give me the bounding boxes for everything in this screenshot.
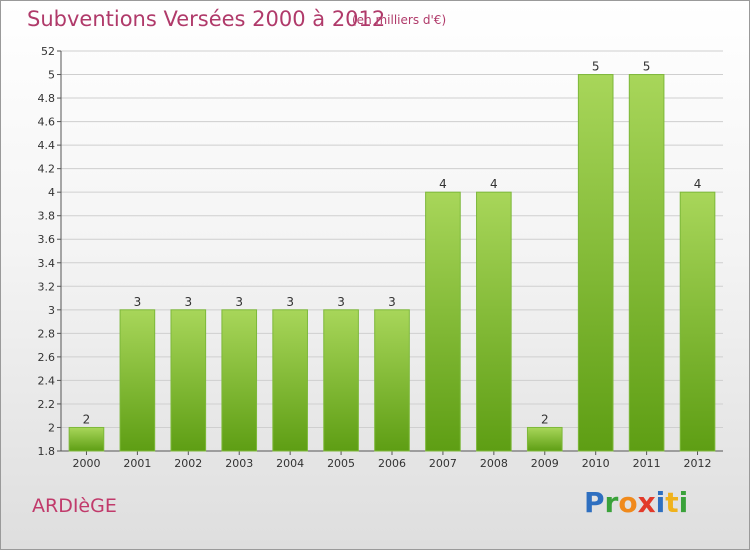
data-label: 5 — [592, 60, 600, 74]
y-tick-label: 3.4 — [38, 257, 56, 270]
y-tick-label: 2.4 — [38, 374, 56, 387]
x-tick-label: 2010 — [582, 457, 610, 470]
y-tick-label: 3.6 — [38, 233, 56, 246]
y-tick-label: 5 — [48, 69, 55, 82]
chart-title: Subventions Versées 2000 à 2012 — [27, 7, 386, 31]
y-tick-label: 3 — [48, 304, 55, 317]
y-tick-label: 3.8 — [38, 210, 56, 223]
bar — [577, 74, 614, 452]
data-label: 4 — [694, 177, 702, 191]
bars — [68, 74, 716, 452]
x-tick-label: 2002 — [174, 457, 202, 470]
y-tick-label: 52 — [41, 45, 55, 58]
bar — [170, 309, 207, 452]
x-tick-label: 2008 — [480, 457, 508, 470]
y-tick-label: 2 — [48, 421, 55, 434]
x-tick-label: 2012 — [684, 457, 712, 470]
y-tick-label: 2.8 — [38, 327, 56, 340]
y-tick-label: 3.2 — [38, 280, 56, 293]
logo-letter: r — [604, 486, 619, 519]
data-label: 3 — [286, 295, 294, 309]
bar — [628, 74, 665, 452]
data-label: 3 — [388, 295, 396, 309]
data-label: 4 — [439, 177, 447, 191]
commune-name: ARDIèGE — [32, 495, 117, 517]
x-tick-label: 2006 — [378, 457, 406, 470]
logo-letter: i — [655, 486, 666, 519]
x-tick-label: 2011 — [633, 457, 661, 470]
bar — [425, 191, 461, 452]
y-tick-label: 4 — [48, 186, 55, 199]
data-label: 3 — [235, 295, 243, 309]
tick-labels: 1.8 2 2.2 2.4 2.6 2.8 3 3.2 3.4 3.6 3.8 4 4.2 4.4 4.6 4… — [38, 45, 712, 470]
data-label: 5 — [643, 60, 651, 74]
bar — [119, 309, 156, 452]
bar — [679, 191, 716, 452]
x-tick-label: 2004 — [276, 457, 304, 470]
logo-letter: x — [637, 486, 656, 519]
unit-note: (en milliers d'€) — [352, 13, 447, 27]
bar — [476, 191, 512, 452]
y-tick-label: 4.6 — [38, 116, 56, 129]
data-label: 2 — [83, 412, 91, 426]
bar — [323, 309, 359, 452]
bar — [221, 309, 258, 452]
y-tick-label: 1.8 — [38, 445, 56, 458]
x-tick-label: 2005 — [327, 457, 355, 470]
x-tick-label: 2003 — [225, 457, 253, 470]
data-label: 3 — [337, 295, 345, 309]
logo-letter: t — [665, 486, 679, 519]
data-label: 3 — [184, 295, 192, 309]
logo-letter: o — [618, 486, 638, 519]
y-tick-label: 4.4 — [38, 139, 56, 152]
proxiti-logo[interactable]: Proxiti — [584, 486, 688, 519]
x-tick-label: 2001 — [123, 457, 151, 470]
x-tick-label: 2007 — [429, 457, 457, 470]
data-label: 4 — [490, 177, 498, 191]
bar — [374, 309, 410, 452]
y-tick-label: 2.2 — [38, 398, 56, 411]
data-labels: 2 3 3 3 3 3 3 4 4 2 5 5 4 — [83, 60, 702, 427]
bar — [526, 426, 563, 452]
y-tick-label: 2.6 — [38, 351, 56, 364]
data-label: 2 — [541, 412, 549, 426]
bar — [68, 426, 105, 452]
logo-letter: P — [584, 486, 605, 519]
x-tick-label: 2009 — [531, 457, 559, 470]
x-tick-label: 2000 — [72, 457, 100, 470]
bar — [272, 309, 308, 452]
data-label: 3 — [134, 295, 142, 309]
logo-letter: i — [678, 486, 689, 519]
y-tick-label: 4.2 — [38, 163, 56, 176]
y-tick-label: 4.8 — [38, 92, 56, 105]
